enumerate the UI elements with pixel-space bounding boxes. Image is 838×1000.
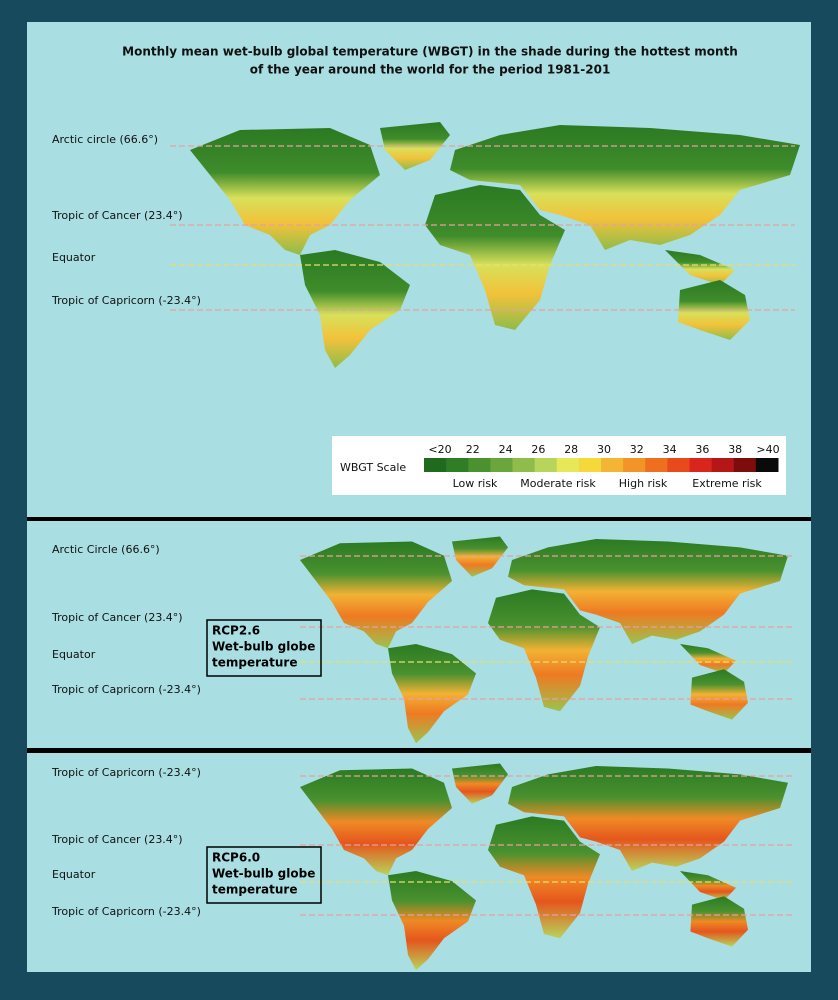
legend-swatch (689, 458, 713, 472)
latitude-label: Arctic circle (66.6°) (52, 133, 158, 146)
legend-tick: 28 (564, 443, 578, 456)
scenario-label: temperature (212, 883, 297, 897)
legend-swatch (667, 458, 690, 472)
separator (27, 517, 811, 521)
legend-swatch (601, 458, 624, 472)
legend-swatch (711, 458, 735, 472)
legend-swatch (534, 458, 558, 472)
legend-title: WBGT Scale (340, 461, 406, 474)
legend-swatch (424, 458, 447, 472)
legend-tick: 30 (597, 443, 611, 456)
legend-risk: Extreme risk (692, 477, 762, 490)
legend-swatch (556, 458, 580, 472)
panel-background (27, 22, 811, 517)
latitude-label: Tropic of Cancer (23.4°) (51, 611, 183, 624)
legend-tick: 34 (663, 443, 677, 456)
latitude-label: Equator (52, 868, 96, 881)
title: Monthly mean wet-bulb global temperature… (122, 45, 738, 59)
legend-swatch (733, 458, 757, 472)
legend-tick: 24 (499, 443, 513, 456)
legend-swatch (490, 458, 513, 472)
latitude-label: Arctic Circle (66.6°) (52, 543, 160, 556)
latitude-label: Tropic of Capricorn (-23.4°) (51, 294, 201, 307)
separator (27, 748, 811, 753)
scenario-box (206, 846, 322, 904)
latitude-label: Tropic of Cancer (23.4°) (51, 209, 183, 222)
legend-swatch (446, 458, 469, 472)
legend-risk: High risk (619, 477, 668, 490)
legend-swatch (755, 458, 779, 472)
latitude-label: Tropic of Capricorn (-23.4°) (51, 905, 201, 918)
legend-risk: Moderate risk (520, 477, 596, 490)
scenario-label: Wet-bulb globe (212, 640, 315, 654)
latitude-label: Tropic of Cancer (23.4°) (51, 833, 183, 846)
legend-tick: 22 (466, 443, 480, 456)
legend-swatch (512, 458, 536, 472)
title: of the year around the world for the per… (250, 63, 611, 77)
legend-swatch (623, 458, 646, 472)
scenario-label: Wet-bulb globe (212, 867, 315, 881)
legend-swatch (645, 458, 668, 472)
scenario-label: RCP2.6 (212, 624, 260, 638)
legend-tick: 38 (728, 443, 742, 456)
legend-swatch (578, 458, 602, 472)
legend-tick: 26 (531, 443, 545, 456)
legend-tick: 36 (695, 443, 709, 456)
legend-swatch (468, 458, 491, 472)
scenario-box (206, 619, 322, 677)
legend-tick: 32 (630, 443, 644, 456)
latitude-label: Equator (52, 251, 96, 264)
scenario-label: RCP6.0 (212, 851, 260, 865)
legend-risk: Low risk (453, 477, 498, 490)
scenario-label: temperature (212, 656, 297, 670)
latitude-label: Equator (52, 648, 96, 661)
latitude-label: Tropic of Capricorn (-23.4°) (51, 683, 201, 696)
latitude-label: Tropic of Capricorn (-23.4°) (51, 766, 201, 779)
legend-tick: <20 (428, 443, 451, 456)
legend-tick: >40 (756, 443, 779, 456)
